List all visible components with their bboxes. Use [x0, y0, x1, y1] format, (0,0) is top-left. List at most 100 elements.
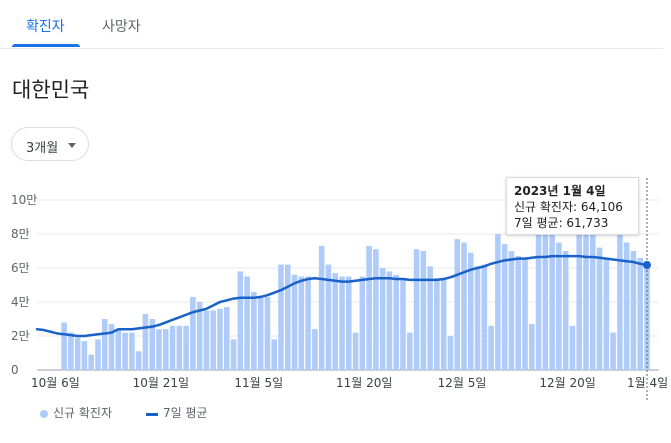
bar-new-cases[interactable]: [393, 274, 400, 370]
bar-new-cases[interactable]: [61, 322, 67, 370]
bar-new-cases[interactable]: [223, 307, 230, 370]
bar-new-cases[interactable]: [74, 337, 81, 370]
bar-new-cases[interactable]: [495, 234, 501, 370]
bar-new-cases[interactable]: [623, 242, 630, 371]
bar-new-cases[interactable]: [196, 302, 203, 370]
bar-new-cases[interactable]: [556, 242, 562, 371]
bar-new-cases[interactable]: [373, 249, 379, 370]
bar-new-cases[interactable]: [603, 259, 610, 371]
bar-new-cases[interactable]: [596, 247, 603, 370]
bar-new-cases[interactable]: [305, 276, 311, 371]
bar-new-cases[interactable]: [210, 310, 217, 371]
tab-deaths[interactable]: 사망자: [102, 19, 141, 35]
caret-down-icon: [68, 143, 76, 148]
bar-new-cases[interactable]: [135, 351, 142, 370]
bar-new-cases[interactable]: [68, 332, 74, 370]
bar-new-cases[interactable]: [508, 251, 515, 370]
bar-new-cases[interactable]: [115, 329, 122, 370]
tab-confirmed[interactable]: 확진자: [26, 19, 65, 35]
bar-new-cases[interactable]: [81, 341, 88, 370]
bar-new-cases[interactable]: [379, 268, 386, 370]
bar-new-cases[interactable]: [420, 251, 427, 370]
x-tick-label: 11월 20일: [336, 376, 392, 390]
bar-new-cases[interactable]: [325, 264, 332, 370]
bar-new-cases[interactable]: [610, 332, 616, 370]
bar-new-cases[interactable]: [190, 296, 196, 370]
bar-new-cases[interactable]: [244, 276, 250, 371]
bar-new-cases[interactable]: [569, 325, 576, 370]
bar-new-cases[interactable]: [447, 336, 454, 370]
bar-new-cases[interactable]: [251, 291, 257, 370]
tooltip-average: 7일 평균: 61,733: [514, 216, 609, 230]
bar-new-cases[interactable]: [359, 276, 366, 371]
bar-new-cases[interactable]: [318, 245, 325, 370]
bar-new-cases[interactable]: [203, 310, 210, 371]
bar-new-cases[interactable]: [237, 271, 244, 370]
bar-new-cases[interactable]: [515, 256, 522, 370]
bar-new-cases[interactable]: [284, 264, 291, 370]
bar-new-cases[interactable]: [562, 251, 569, 370]
bar-new-cases[interactable]: [501, 244, 508, 370]
bar-new-cases[interactable]: [339, 276, 345, 371]
bar-new-cases[interactable]: [481, 264, 488, 370]
legend-bar-swatch: [40, 410, 48, 418]
bar-new-cases[interactable]: [454, 239, 461, 370]
bar-new-cases[interactable]: [129, 332, 135, 370]
bar-new-cases[interactable]: [345, 276, 352, 371]
bar-new-cases[interactable]: [576, 220, 583, 370]
bar-new-cases[interactable]: [176, 325, 183, 370]
tab-bar: 확진자 사망자: [0, 0, 663, 49]
bar-new-cases[interactable]: [332, 273, 339, 370]
bar-new-cases[interactable]: [352, 332, 359, 370]
bar-new-cases[interactable]: [434, 278, 440, 370]
bar-new-cases[interactable]: [217, 308, 223, 370]
bar-new-cases[interactable]: [542, 225, 549, 371]
bar-new-cases[interactable]: [108, 324, 115, 370]
bar-new-cases[interactable]: [162, 329, 169, 370]
bar-new-cases[interactable]: [637, 257, 644, 370]
bar-new-cases[interactable]: [169, 325, 176, 370]
bar-new-cases[interactable]: [278, 264, 284, 370]
bar-new-cases[interactable]: [183, 325, 189, 370]
bar-new-cases[interactable]: [406, 332, 413, 370]
bar-new-cases[interactable]: [440, 279, 447, 370]
bar-new-cases[interactable]: [386, 271, 393, 370]
bar-new-cases[interactable]: [522, 257, 528, 370]
bar-new-cases[interactable]: [298, 276, 305, 371]
average-end-point[interactable]: [643, 261, 651, 270]
bar-new-cases[interactable]: [474, 266, 481, 370]
bar-new-cases[interactable]: [461, 242, 467, 371]
bar-new-cases[interactable]: [535, 220, 542, 370]
bar-new-cases[interactable]: [257, 296, 264, 370]
bar-new-cases[interactable]: [589, 234, 596, 370]
bar-new-cases[interactable]: [583, 227, 589, 370]
legend-average: 7일 평균: [163, 406, 208, 420]
y-tick-label: 10만: [11, 193, 37, 207]
bar-new-cases[interactable]: [427, 266, 433, 370]
cases-chart[interactable]: 0 2만 4만 6만 8만 10만 10월 6일 10월 21일 11월 5일 11월 20일 12…: [0, 170, 671, 402]
bar-new-cases[interactable]: [149, 319, 156, 370]
bar-new-cases[interactable]: [95, 339, 101, 370]
bar-new-cases[interactable]: [400, 278, 406, 370]
bar-new-cases[interactable]: [630, 251, 637, 370]
bar-new-cases[interactable]: [488, 325, 494, 370]
bar-new-cases[interactable]: [549, 228, 555, 370]
bar-new-cases[interactable]: [230, 339, 237, 370]
bar-new-cases[interactable]: [312, 329, 318, 370]
bar-new-cases[interactable]: [467, 252, 474, 370]
bar-new-cases[interactable]: [366, 245, 372, 370]
bar-new-cases[interactable]: [271, 339, 278, 370]
bar-new-cases[interactable]: [617, 234, 623, 370]
bar-new-cases[interactable]: [122, 332, 128, 370]
bar-new-cases[interactable]: [156, 329, 162, 370]
bar-new-cases[interactable]: [142, 313, 149, 370]
bar-new-cases[interactable]: [291, 274, 298, 370]
bar-new-cases[interactable]: [88, 354, 95, 370]
bar-new-cases[interactable]: [528, 324, 535, 370]
period-dropdown[interactable]: 3개월: [11, 127, 89, 161]
bar-new-cases[interactable]: [264, 296, 271, 370]
tooltip-date: 2023년 1월 4일: [514, 184, 606, 198]
bar-new-cases[interactable]: [101, 319, 108, 370]
bar-new-cases[interactable]: [413, 249, 420, 370]
x-tick-label: 11월 5일: [234, 376, 283, 390]
